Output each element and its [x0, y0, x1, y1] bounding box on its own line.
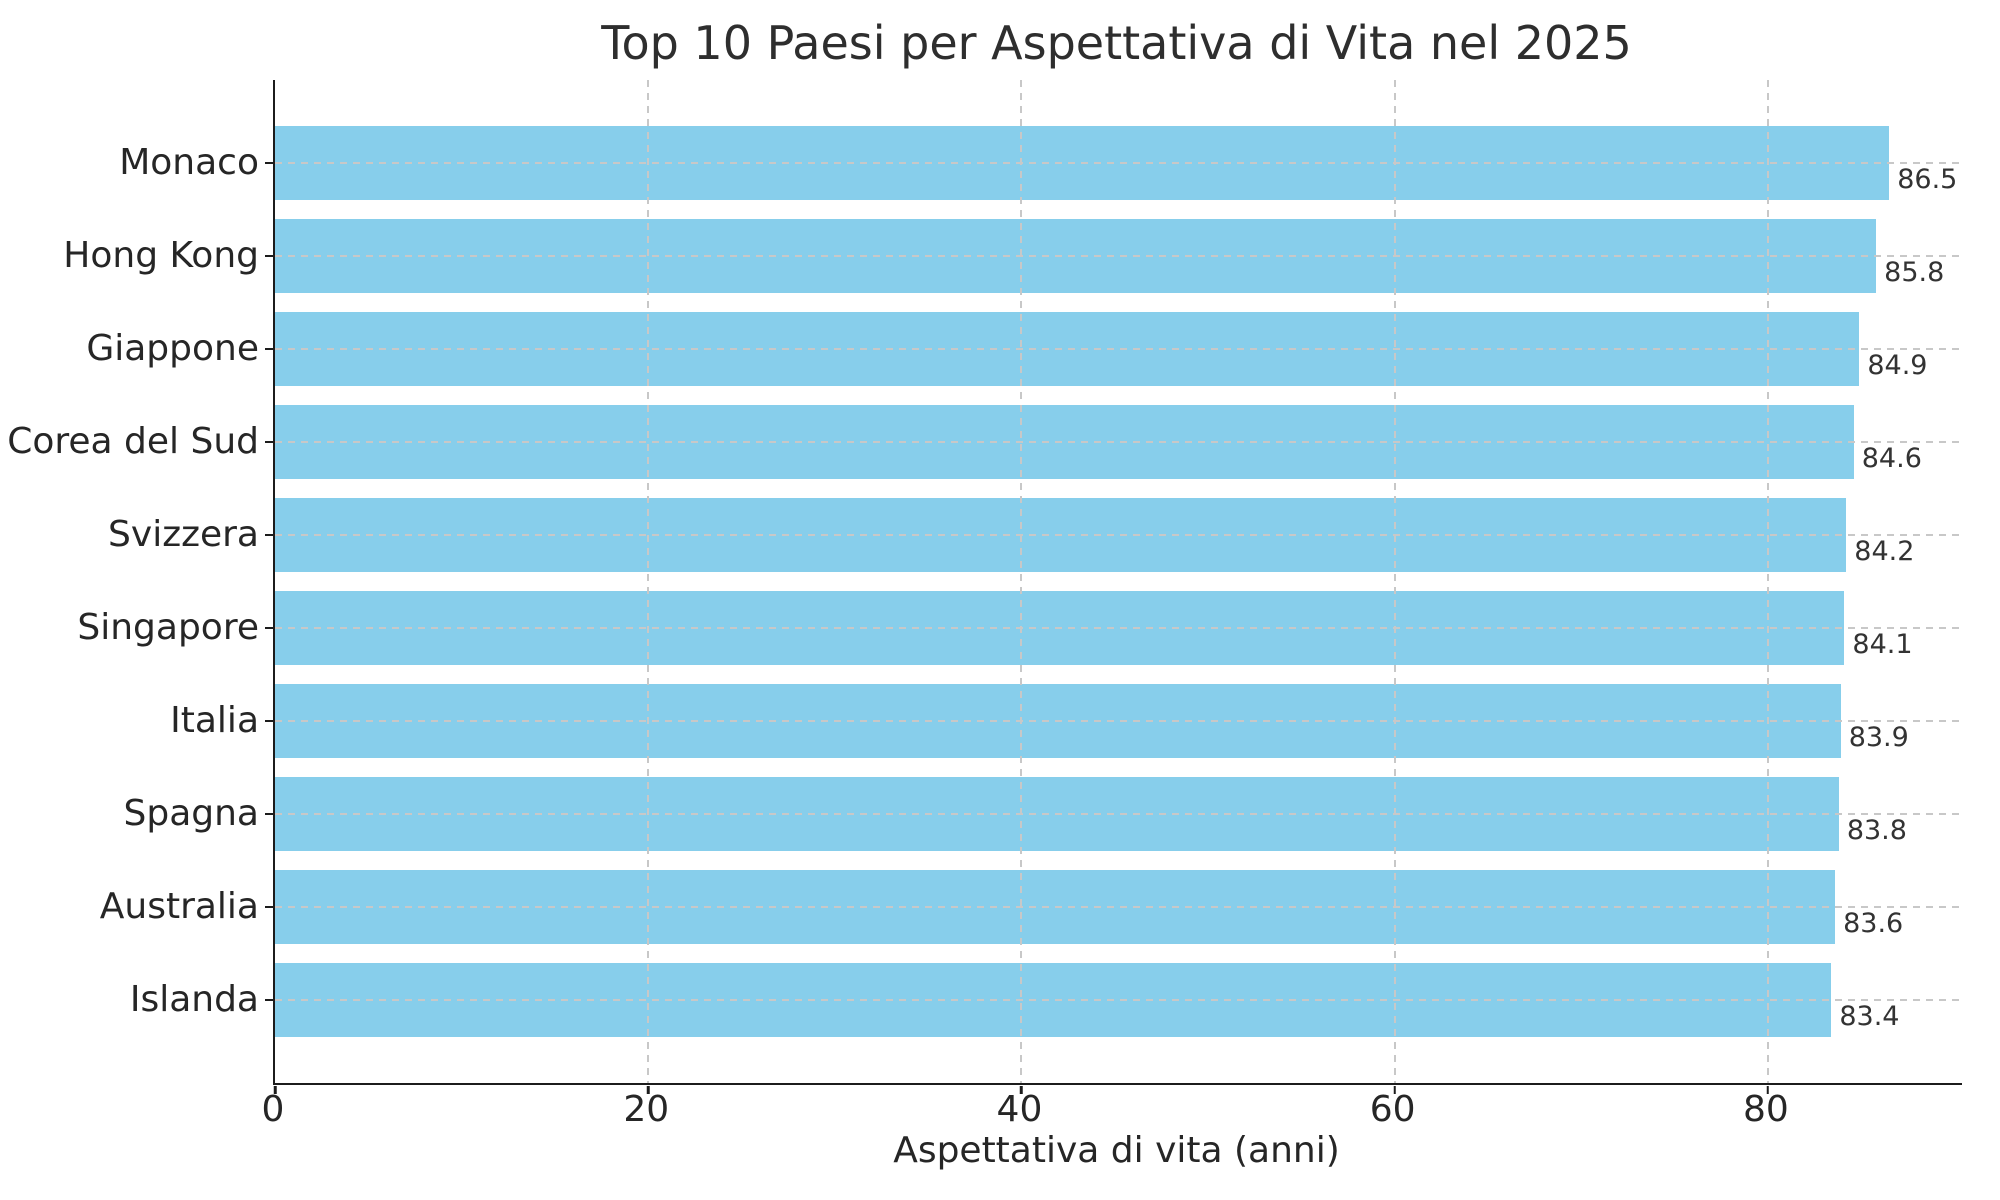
- bar-value-label: 83.6: [1843, 908, 1904, 940]
- x-tick-mark-80: [1766, 1085, 1770, 1094]
- vertical-gridline-80: [1766, 80, 1769, 1083]
- vertical-gridline-20: [647, 80, 650, 1083]
- bar-value-label: 83.4: [1839, 1001, 1900, 1033]
- x-tick-mark-20: [646, 1085, 650, 1094]
- y-tick-label-giappone: Giappone: [86, 327, 259, 369]
- x-axis-label: Aspettativa di vita (anni): [893, 1130, 1340, 1171]
- y-tick-mark-8: [264, 812, 273, 816]
- bar-value-label: 83.9: [1848, 722, 1909, 754]
- y-tick-mark-3: [264, 347, 273, 351]
- y-tick-mark-4: [264, 440, 273, 444]
- bar-value-label: 86.5: [1897, 163, 1958, 195]
- bar-value-label: 84.9: [1867, 349, 1928, 381]
- y-tick-label-hong-kong: Hong Kong: [63, 234, 259, 276]
- bar-value-label: 84.2: [1854, 535, 1915, 567]
- y-tick-mark-9: [264, 905, 273, 909]
- y-tick-label-corea-del-sud: Corea del Sud: [7, 420, 259, 462]
- horizontal-gridline-1: [275, 161, 1962, 164]
- y-tick-mark-5: [264, 533, 273, 537]
- x-tick-mark-40: [1020, 1085, 1023, 1094]
- bar-value-label: 84.1: [1852, 629, 1913, 661]
- vertical-gridline-60: [1393, 80, 1396, 1083]
- y-tick-label-islanda: Islanda: [129, 979, 259, 1021]
- x-tick-mark-60: [1393, 1085, 1396, 1094]
- x-tick-label-20: 20: [623, 1089, 670, 1130]
- horizontal-gridline-10: [275, 999, 1962, 1002]
- bar-value-label: 83.8: [1846, 815, 1907, 847]
- horizontal-gridline-3: [275, 347, 1962, 350]
- y-tick-label-spagna: Spagna: [123, 793, 260, 835]
- horizontal-gridline-8: [275, 813, 1962, 816]
- plot-area: 86.5 85.8 84.9 84.6 84.2 84.1 83.9 83.8 83.6 83.4: [264, 80, 1962, 1094]
- y-tick-mark-2: [264, 254, 273, 258]
- y-tick-label-australia: Australia: [99, 886, 259, 928]
- horizontal-gridline-9: [275, 906, 1962, 909]
- chart-title: Top 10 Paesi per Aspettativa di Vita nel…: [601, 16, 1632, 70]
- horizontal-gridline-7: [275, 720, 1962, 723]
- y-tick-label-singapore: Singapore: [77, 607, 259, 649]
- horizontal-gridline-5: [275, 533, 1962, 536]
- bar-value-label: 84.6: [1861, 442, 1922, 474]
- x-tick-mark-0: [273, 1085, 277, 1094]
- x-tick-label-40: 40: [996, 1089, 1043, 1130]
- bar-value-label: 85.8: [1884, 256, 1945, 288]
- y-tick-label-svizzera: Svizzera: [108, 513, 259, 555]
- x-tick-label-0: 0: [261, 1089, 285, 1130]
- x-tick-label-60: 60: [1369, 1089, 1416, 1130]
- x-tick-label-80: 80: [1743, 1089, 1789, 1130]
- y-tick-mark-10: [264, 998, 273, 1002]
- horizontal-gridline-2: [275, 254, 1962, 257]
- y-tick-label-monaco: Monaco: [119, 141, 259, 183]
- horizontal-gridline-4: [275, 440, 1962, 443]
- vertical-gridline-40: [1020, 80, 1023, 1083]
- y-tick-label-italia: Italia: [170, 700, 259, 742]
- y-tick-mark-6: [264, 626, 273, 630]
- y-tick-mark-1: [264, 161, 273, 165]
- horizontal-gridline-6: [275, 627, 1962, 630]
- y-tick-mark-7: [264, 719, 273, 723]
